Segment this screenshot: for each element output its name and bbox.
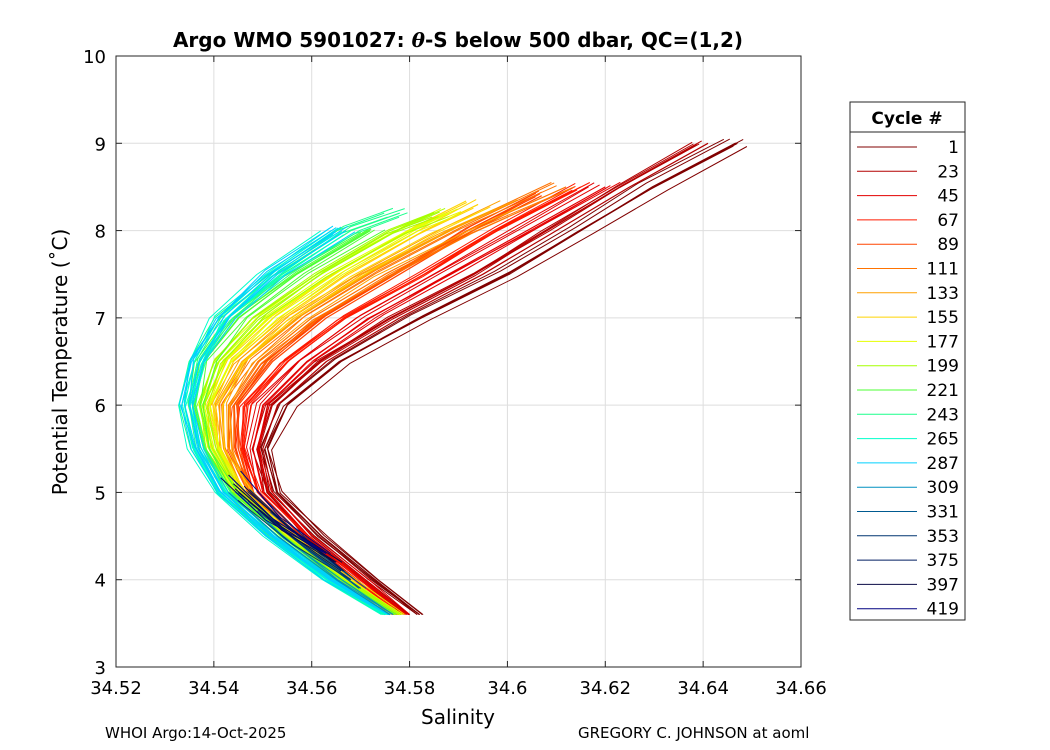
series-287 (179, 225, 391, 616)
footer-author: GREGORY C. JOHNSON at aoml (578, 724, 810, 742)
profile-line (183, 225, 390, 616)
x-tick-label: 34.66 (775, 678, 827, 699)
profile-line (181, 231, 389, 616)
legend-label: 375 (927, 551, 959, 571)
legend-title: Cycle # (871, 109, 942, 129)
legend-label: 265 (927, 430, 959, 450)
footer-date-stamp: WHOI Argo:14-Oct-2025 (105, 724, 287, 742)
y-tick-label: 9 (95, 134, 106, 155)
title-prefix: Argo WMO 5901027: (173, 28, 412, 52)
axis-ticks: 34.52 34.54 34.56 34.58 34.6 34.62 34.64 34.66 3… (83, 47, 827, 699)
series-419 (220, 470, 331, 555)
y-tick-label: 7 (95, 309, 106, 330)
legend: Cycle # 1 23 45 67 89 111 133 155 177 199 221 243 26… (849, 101, 966, 621)
legend-label: 397 (927, 575, 959, 595)
profile-line (258, 181, 621, 615)
profile-line (243, 485, 343, 563)
profile-line (237, 499, 351, 581)
x-tick-label: 34.58 (384, 678, 436, 699)
legend-label: 243 (927, 405, 959, 425)
profile-line (261, 138, 725, 616)
profile-line (202, 229, 397, 616)
legend-label: 67 (937, 211, 959, 231)
profile-line (260, 138, 731, 616)
legend-label: 221 (927, 381, 959, 401)
chart-title: Argo WMO 5901027: θ-S below 500 dbar, QC… (173, 28, 743, 52)
y-tick-label: 8 (95, 222, 106, 243)
legend-label: 177 (927, 332, 959, 352)
legend-label: 331 (927, 503, 959, 523)
y-tick-label: 5 (95, 483, 106, 504)
x-tick-label: 34.56 (286, 678, 338, 699)
x-tick-label: 34.6 (487, 678, 527, 699)
profile-line (220, 477, 327, 554)
profile-line (215, 207, 489, 616)
y-tick-label: 3 (95, 658, 106, 679)
profile-line (179, 227, 389, 616)
legend-label: 89 (937, 235, 959, 255)
legend-label: 111 (927, 260, 959, 280)
legend-label: 23 (937, 162, 959, 182)
x-tick-label: 34.54 (188, 678, 240, 699)
profile-line (234, 488, 335, 563)
title-theta-symbol: θ (412, 28, 426, 52)
legend-label: 155 (927, 308, 959, 328)
legend-label: 1 (948, 138, 959, 158)
profile-line-main (262, 142, 709, 616)
profile-line (221, 206, 491, 616)
x-tick-label: 34.64 (677, 678, 729, 699)
series-1 (260, 138, 748, 616)
x-tick-label: 34.62 (580, 678, 632, 699)
profile-line-main (228, 491, 391, 616)
profile-line (192, 231, 391, 616)
legend-label: 133 (927, 284, 959, 304)
y-tick-label: 10 (83, 47, 106, 68)
profile-line-main (188, 230, 391, 616)
profile-line (178, 230, 382, 616)
legend-label: 353 (927, 527, 959, 547)
legend-box (849, 101, 966, 621)
legend-label: 45 (937, 187, 959, 207)
plot-frame (115, 55, 802, 668)
profile-line-main (267, 142, 738, 616)
y-axis-label: Potential Temperature (˚C) (48, 229, 72, 496)
series-397 (233, 483, 343, 563)
legend-label: 309 (927, 478, 959, 498)
y-tick-label: 6 (95, 396, 106, 417)
title-suffix: -S below 500 dbar, QC=(1,2) (425, 28, 743, 52)
profile-line-main (228, 474, 327, 555)
profile-line-main (233, 483, 337, 563)
legend-label: 287 (927, 454, 959, 474)
y-tick-label: 4 (95, 571, 106, 592)
profile-line (240, 470, 331, 554)
x-tick-label: 34.52 (90, 678, 142, 699)
legend-label: 419 (927, 600, 959, 620)
profile-line (207, 216, 449, 616)
curves (178, 138, 748, 616)
legend-label: 199 (927, 357, 959, 377)
x-axis-label: Salinity (421, 705, 495, 729)
profile-line (271, 146, 748, 615)
